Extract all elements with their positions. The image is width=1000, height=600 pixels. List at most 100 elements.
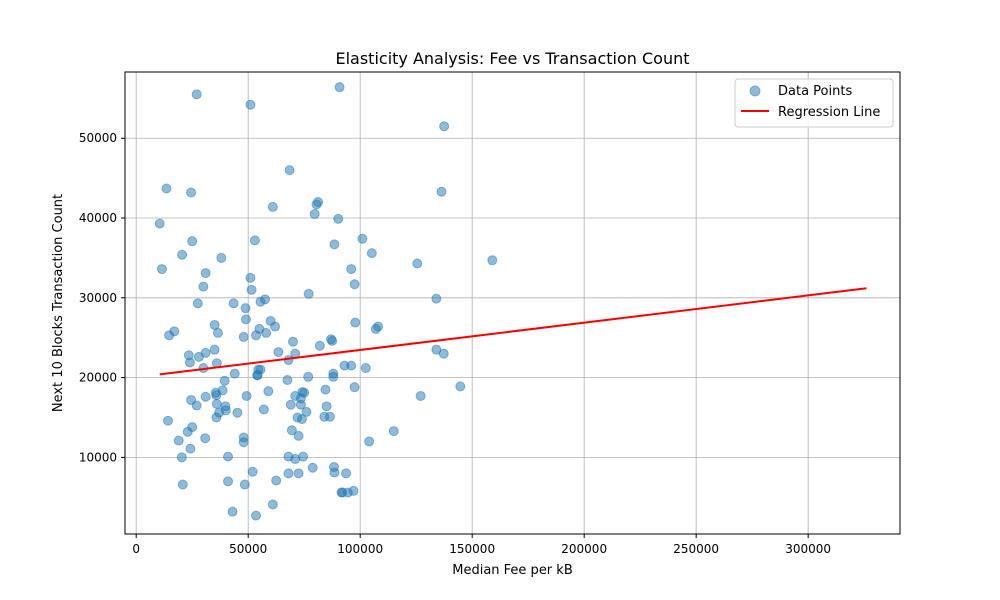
data-point (436, 186, 447, 197)
data-point (487, 255, 498, 266)
data-point (164, 330, 175, 341)
data-point (173, 435, 184, 446)
data-point (284, 165, 295, 176)
data-point (185, 443, 196, 454)
data-point (161, 183, 172, 194)
data-point (295, 399, 306, 410)
legend-point-marker (749, 85, 761, 97)
data-point (364, 436, 375, 447)
data-point (216, 252, 227, 263)
data-point (366, 248, 377, 259)
data-point (261, 327, 272, 338)
x-tick-label: 0 (132, 542, 140, 556)
legend-label-regression-line: Regression Line (778, 105, 880, 120)
data-point (245, 99, 256, 110)
data-point (309, 209, 320, 220)
x-tick-label: 100000 (337, 542, 383, 556)
data-point (267, 499, 278, 510)
data-point (324, 411, 335, 422)
data-point (285, 399, 296, 410)
data-point (303, 288, 314, 299)
data-point (283, 468, 294, 479)
data-point (154, 218, 165, 229)
data-point (156, 264, 167, 275)
data-point (296, 414, 307, 425)
y-tick-label: 20000 (79, 371, 117, 385)
data-point (293, 468, 304, 479)
data-point (249, 235, 260, 246)
data-point (346, 264, 357, 275)
x-tick-label: 250000 (673, 542, 719, 556)
regression-line (159, 287, 867, 376)
data-point (328, 461, 339, 472)
data-point (176, 452, 187, 463)
data-point (251, 330, 262, 341)
data-point (273, 347, 284, 358)
data-point (293, 430, 304, 441)
data-point (290, 453, 301, 464)
data-point (286, 425, 297, 436)
data-point (223, 451, 234, 462)
data-point (258, 404, 269, 415)
data-point (297, 386, 308, 397)
data-point (182, 426, 193, 437)
data-point (252, 370, 263, 381)
data-point (241, 390, 252, 401)
data-point (255, 296, 266, 307)
legend: Data Points Regression Line (734, 78, 894, 128)
data-point (200, 391, 211, 402)
data-point (320, 384, 331, 395)
data-point (388, 426, 399, 437)
data-point (177, 249, 188, 260)
data-point (210, 387, 221, 398)
data-point (209, 319, 220, 330)
data-point (184, 357, 195, 368)
data-point (282, 375, 293, 385)
legend-label-data-points: Data Points (778, 84, 852, 99)
data-point (251, 510, 262, 521)
data-point (219, 375, 230, 386)
data-point (415, 390, 426, 401)
data-point (163, 415, 174, 426)
plot-area-frame (124, 71, 901, 535)
data-point (329, 239, 340, 250)
chart-title: Elasticity Analysis: Fee vs Transaction … (335, 49, 689, 68)
data-point (270, 321, 281, 332)
data-point (455, 381, 466, 392)
y-tick-label: 30000 (79, 291, 117, 305)
y-tick-label: 40000 (79, 211, 117, 225)
data-point (240, 303, 251, 314)
data-point (187, 236, 198, 247)
data-point (191, 89, 202, 100)
data-point (177, 479, 188, 490)
data-point (370, 323, 381, 334)
data-point (238, 331, 249, 342)
data-point (239, 479, 250, 490)
data-point (303, 371, 314, 382)
regression-line-group (159, 287, 867, 376)
data-point (333, 213, 344, 224)
x-tick-label: 200000 (561, 542, 607, 556)
data-point (337, 487, 348, 498)
data-point (412, 258, 423, 269)
data-point (223, 476, 234, 487)
x-tick-label: 50000 (229, 542, 267, 556)
data-point (232, 407, 243, 418)
data-point (307, 462, 318, 473)
data-point (439, 121, 450, 132)
x-tick-label: 300000 (785, 542, 831, 556)
data-point (198, 281, 209, 292)
y-axis-ticks: 10000 20000 30000 40000 50000 (79, 131, 125, 464)
data-point (311, 199, 322, 210)
data-point (349, 382, 360, 393)
data-point (227, 506, 238, 517)
data-point (431, 293, 442, 304)
data-point (321, 401, 332, 412)
data-points (154, 82, 498, 521)
data-point (348, 485, 359, 496)
y-axis-label: Next 10 Blocks Transaction Count (51, 194, 66, 412)
data-point (357, 233, 368, 244)
data-point (301, 406, 312, 417)
data-point (341, 468, 352, 479)
